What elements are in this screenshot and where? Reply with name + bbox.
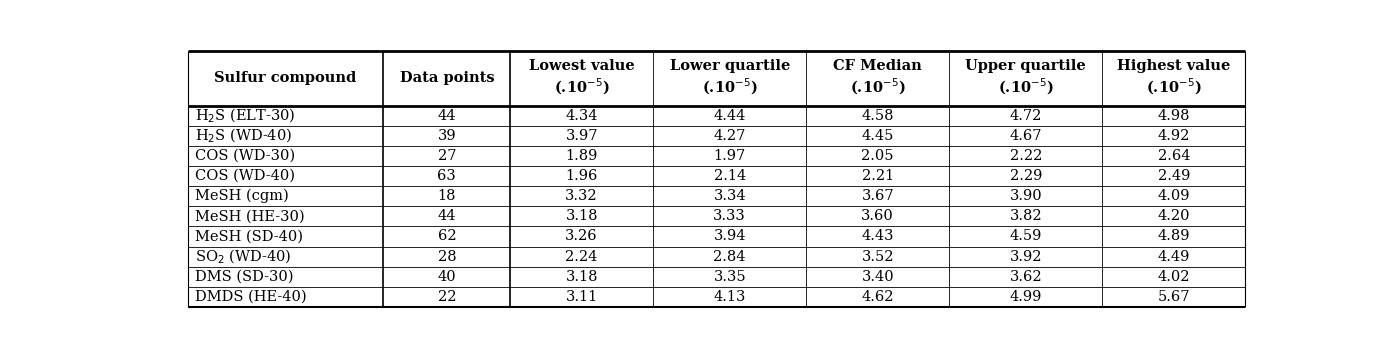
Text: 18: 18 bbox=[438, 189, 456, 203]
Text: Lower quartile
(.10$^{-5}$): Lower quartile (.10$^{-5}$) bbox=[670, 59, 790, 97]
Text: 2.21: 2.21 bbox=[861, 169, 893, 183]
Text: 1.97: 1.97 bbox=[713, 149, 745, 163]
Text: 3.18: 3.18 bbox=[565, 270, 598, 284]
Text: 27: 27 bbox=[438, 149, 456, 163]
Text: 4.27: 4.27 bbox=[713, 129, 747, 143]
Text: SO$_2$ (WD-40): SO$_2$ (WD-40) bbox=[196, 247, 292, 266]
Text: H$_2$S (WD-40): H$_2$S (WD-40) bbox=[196, 127, 292, 145]
Text: 2.24: 2.24 bbox=[565, 250, 598, 264]
Text: 2.22: 2.22 bbox=[1009, 149, 1042, 163]
Text: 3.82: 3.82 bbox=[1009, 209, 1042, 223]
Text: CF Median
(.10$^{-5}$): CF Median (.10$^{-5}$) bbox=[833, 59, 923, 97]
Text: 22: 22 bbox=[438, 290, 456, 304]
Text: 3.52: 3.52 bbox=[861, 250, 893, 264]
Text: 4.67: 4.67 bbox=[1009, 129, 1042, 143]
Text: 3.94: 3.94 bbox=[713, 229, 747, 244]
Text: 4.34: 4.34 bbox=[565, 109, 598, 123]
Text: 2.84: 2.84 bbox=[713, 250, 747, 264]
Text: 39: 39 bbox=[438, 129, 456, 143]
Text: Data points: Data points bbox=[400, 71, 493, 85]
Text: 3.18: 3.18 bbox=[565, 209, 598, 223]
Text: MeSH (cgm): MeSH (cgm) bbox=[196, 189, 289, 204]
Text: 3.97: 3.97 bbox=[565, 129, 598, 143]
Text: 3.32: 3.32 bbox=[565, 189, 598, 203]
Text: DMS (SD-30): DMS (SD-30) bbox=[196, 270, 294, 284]
Text: 3.40: 3.40 bbox=[861, 270, 895, 284]
Text: 4.59: 4.59 bbox=[1009, 229, 1042, 244]
Text: 3.35: 3.35 bbox=[713, 270, 747, 284]
Text: 4.98: 4.98 bbox=[1158, 109, 1190, 123]
Text: 2.49: 2.49 bbox=[1158, 169, 1190, 183]
Text: 3.33: 3.33 bbox=[713, 209, 747, 223]
Text: MeSH (HE-30): MeSH (HE-30) bbox=[196, 209, 305, 223]
Text: 63: 63 bbox=[438, 169, 456, 183]
Text: 44: 44 bbox=[438, 209, 456, 223]
Text: 28: 28 bbox=[438, 250, 456, 264]
Text: 4.09: 4.09 bbox=[1158, 189, 1190, 203]
Text: 2.64: 2.64 bbox=[1158, 149, 1190, 163]
Text: 62: 62 bbox=[438, 229, 456, 244]
Text: 2.05: 2.05 bbox=[861, 149, 893, 163]
Text: COS (WD-30): COS (WD-30) bbox=[196, 149, 295, 163]
Text: 4.20: 4.20 bbox=[1158, 209, 1190, 223]
Text: 2.14: 2.14 bbox=[713, 169, 745, 183]
Text: 1.96: 1.96 bbox=[565, 169, 598, 183]
Text: 3.11: 3.11 bbox=[566, 290, 598, 304]
Text: Highest value
(.10$^{-5}$): Highest value (.10$^{-5}$) bbox=[1117, 59, 1230, 97]
Text: 4.72: 4.72 bbox=[1009, 109, 1042, 123]
Text: COS (WD-40): COS (WD-40) bbox=[196, 169, 295, 183]
Text: 40: 40 bbox=[438, 270, 456, 284]
Text: 44: 44 bbox=[438, 109, 456, 123]
Text: 3.67: 3.67 bbox=[861, 189, 895, 203]
Text: 4.43: 4.43 bbox=[861, 229, 893, 244]
Text: 4.99: 4.99 bbox=[1009, 290, 1042, 304]
Text: 1.89: 1.89 bbox=[565, 149, 598, 163]
Text: Upper quartile
(.10$^{-5}$): Upper quartile (.10$^{-5}$) bbox=[966, 59, 1086, 97]
Text: H$_2$S (ELT-30): H$_2$S (ELT-30) bbox=[196, 107, 296, 125]
Text: 3.60: 3.60 bbox=[861, 209, 895, 223]
Text: 5.67: 5.67 bbox=[1158, 290, 1190, 304]
Text: 4.49: 4.49 bbox=[1158, 250, 1190, 264]
Text: 4.89: 4.89 bbox=[1158, 229, 1190, 244]
Text: Sulfur compound: Sulfur compound bbox=[214, 71, 356, 85]
Text: 4.45: 4.45 bbox=[861, 129, 893, 143]
Text: 3.90: 3.90 bbox=[1009, 189, 1042, 203]
Text: DMDS (HE-40): DMDS (HE-40) bbox=[196, 290, 308, 304]
Text: 4.02: 4.02 bbox=[1158, 270, 1190, 284]
Text: MeSH (SD-40): MeSH (SD-40) bbox=[196, 229, 303, 244]
Text: 3.34: 3.34 bbox=[713, 189, 747, 203]
Text: 4.62: 4.62 bbox=[861, 290, 893, 304]
Text: Lowest value
(.10$^{-5}$): Lowest value (.10$^{-5}$) bbox=[528, 59, 635, 97]
Text: 3.92: 3.92 bbox=[1009, 250, 1042, 264]
Text: 3.26: 3.26 bbox=[565, 229, 598, 244]
Text: 4.13: 4.13 bbox=[713, 290, 747, 304]
Text: 4.58: 4.58 bbox=[861, 109, 893, 123]
Text: 4.44: 4.44 bbox=[713, 109, 747, 123]
Text: 2.29: 2.29 bbox=[1009, 169, 1042, 183]
Text: 4.92: 4.92 bbox=[1158, 129, 1190, 143]
Text: 3.62: 3.62 bbox=[1009, 270, 1042, 284]
